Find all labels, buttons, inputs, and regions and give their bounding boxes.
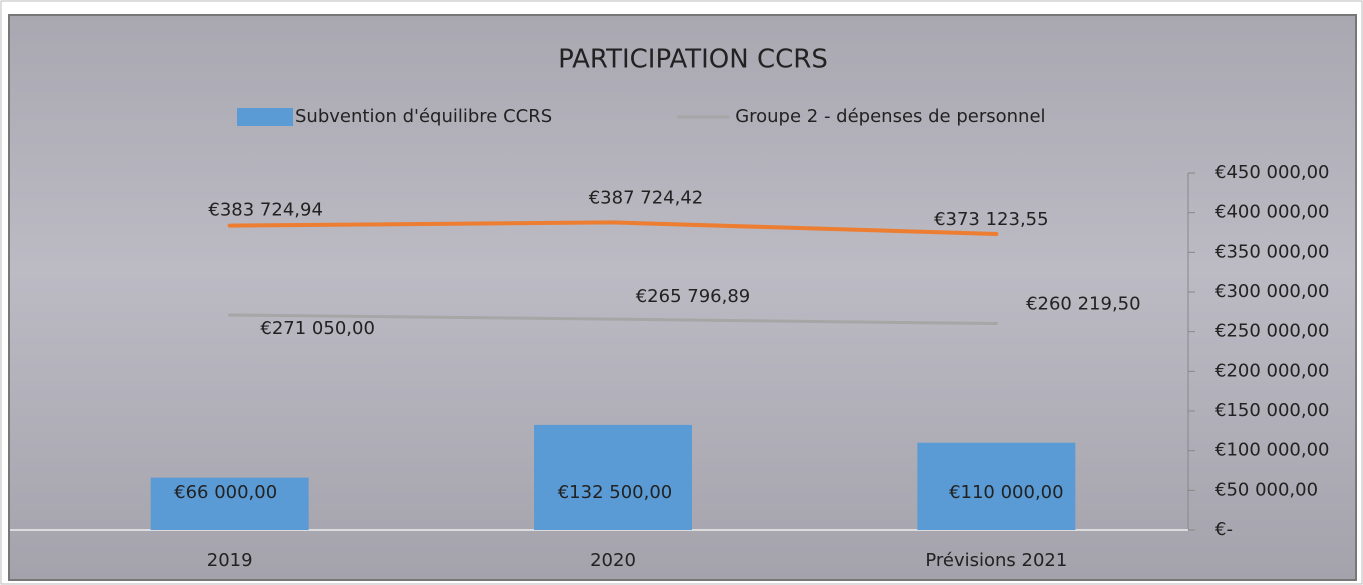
bar [534,424,692,530]
data-label: €260 219,50 [1026,294,1141,315]
y-tick-label: €300 000,00 [1215,281,1330,302]
legend-swatch [237,108,293,126]
data-label: €387 724,42 [589,187,704,208]
data-label: €132 500,00 [558,482,673,503]
y-tick-label: €400 000,00 [1215,202,1330,223]
x-tick-label: 2020 [590,550,636,571]
y-tick-label: €- [1215,519,1233,540]
legend-label: Groupe 2 - dépenses de personnel [735,106,1045,127]
data-label: €110 000,00 [949,482,1064,503]
data-label: €373 123,55 [934,209,1049,230]
y-tick-label: €450 000,00 [1215,162,1330,183]
chart-title: PARTICIPATION CCRS [558,45,828,75]
y-tick-label: €250 000,00 [1215,321,1330,342]
x-tick-label: 2019 [207,550,253,571]
legend-label: Subvention d'équilibre CCRS [295,106,552,127]
data-label: €271 050,00 [260,318,375,339]
bar [917,442,1076,530]
line [228,313,998,326]
data-label: €66 000,00 [174,482,277,503]
bar [150,477,309,530]
y-tick-label: €350 000,00 [1215,241,1330,262]
y-tick-label: €100 000,00 [1215,440,1330,461]
data-label: €383 724,94 [208,200,323,221]
y-tick-label: €150 000,00 [1215,400,1330,421]
data-label: €265 796,89 [636,286,751,307]
y-tick-label: €200 000,00 [1215,360,1330,381]
x-tick-label: Prévisions 2021 [925,550,1067,571]
line [227,220,999,236]
y-tick-label: €50 000,00 [1215,479,1318,500]
